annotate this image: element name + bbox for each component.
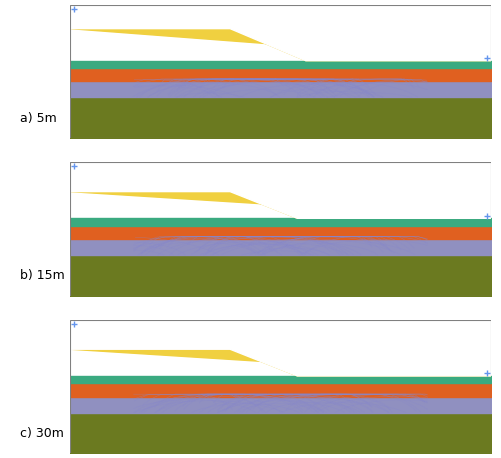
Polygon shape xyxy=(70,349,491,376)
Polygon shape xyxy=(70,162,230,191)
Text: a) 5m: a) 5m xyxy=(20,112,57,125)
Polygon shape xyxy=(70,5,230,28)
Polygon shape xyxy=(70,5,491,61)
Text: c) 30m: c) 30m xyxy=(20,427,64,440)
Polygon shape xyxy=(70,320,491,376)
Polygon shape xyxy=(70,191,491,218)
Text: b) 15m: b) 15m xyxy=(20,269,65,282)
Polygon shape xyxy=(70,320,230,349)
Polygon shape xyxy=(70,28,491,61)
Polygon shape xyxy=(70,162,491,218)
